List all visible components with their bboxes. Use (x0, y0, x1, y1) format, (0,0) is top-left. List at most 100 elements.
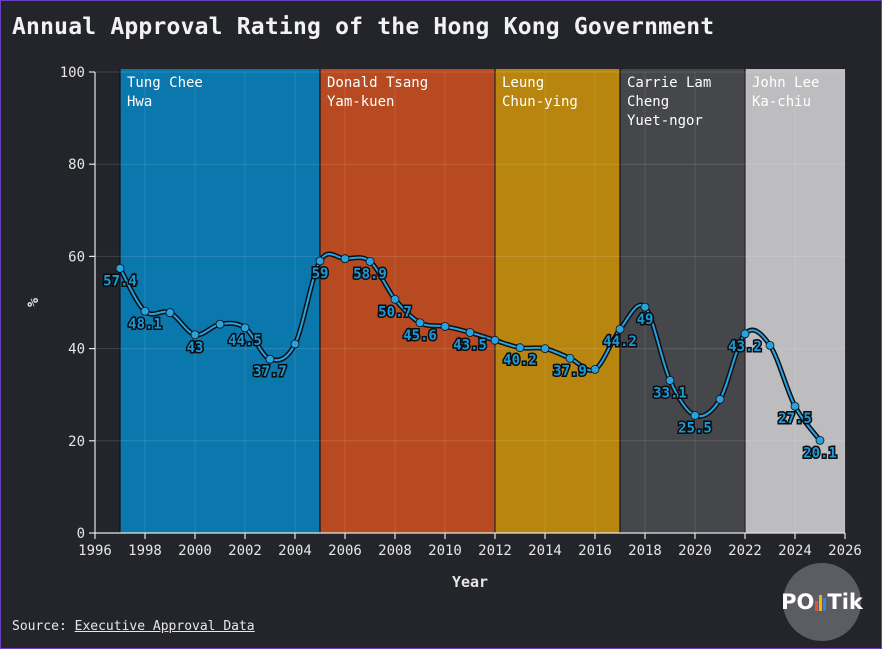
data-label-2025: 20.1 (803, 445, 837, 461)
data-point-2021 (715, 394, 725, 404)
series-points (115, 254, 825, 445)
x-tick-label: 2004 (278, 543, 312, 559)
data-label-2008: 50.7 (378, 304, 412, 320)
term-name-3: Chun-ying (502, 94, 578, 110)
data-point-1997 (115, 263, 125, 273)
data-label-2003: 37.7 (253, 364, 287, 380)
chart-title: Annual Approval Rating of the Hong Kong … (12, 14, 715, 40)
data-point-2023 (765, 340, 775, 350)
data-point-2014 (540, 344, 550, 354)
x-axis-title: Year (452, 573, 488, 591)
source-link[interactable]: Executive Approval Data (74, 619, 255, 634)
source-label: Source: (12, 619, 67, 634)
x-tick-label: 2002 (228, 543, 262, 559)
x-tick-label: 2024 (778, 543, 812, 559)
y-tick-label: 60 (68, 249, 85, 265)
data-point-2008 (390, 294, 400, 304)
data-point-1998 (140, 306, 150, 316)
term-name-1: Hwa (127, 94, 152, 110)
x-tick-label: 2020 (678, 543, 712, 559)
data-point-2011 (465, 328, 475, 337)
x-tick-label: 2010 (428, 543, 462, 559)
term-name-5: Ka-chiu (752, 94, 811, 110)
axes: 0 20 40 60 80 100 1996 1998 2000 2002 2004 2006 2008… (24, 65, 862, 591)
data-point-2002 (240, 323, 250, 333)
term-name-3: Leung (502, 75, 544, 91)
data-point-2024 (790, 401, 800, 411)
term-band-3 (495, 69, 620, 533)
term-name-4: Carrie Lam (627, 75, 711, 91)
data-point-2018 (640, 302, 650, 312)
data-label-2019: 33.1 (653, 385, 687, 401)
term-band-5 (745, 69, 845, 533)
term-bands: Tung Chee Hwa Donald Tsang Yam-kuen Leung Chu… (119, 69, 845, 533)
term-name-2: Donald Tsang (327, 75, 428, 91)
x-tick-label: 2022 (728, 543, 762, 559)
term-band-4 (620, 69, 745, 533)
x-tick-label: 2008 (378, 543, 412, 559)
x-tick-label: 2012 (478, 543, 512, 559)
term-name-5: John Lee (752, 75, 819, 91)
x-tick-label: 2018 (628, 543, 662, 559)
data-point-2019 (665, 376, 675, 385)
data-label-2015: 37.9 (553, 363, 587, 379)
data-point-2005 (315, 256, 325, 266)
data-point-2006 (340, 254, 350, 264)
data-point-2001 (215, 319, 225, 329)
y-tick-label: 0 (77, 526, 85, 542)
x-tick-label: 1996 (78, 543, 112, 559)
data-point-2003 (265, 354, 275, 364)
x-tick-label: 2026 (828, 543, 862, 559)
data-label-2018: 49 (637, 312, 654, 328)
data-label-2007: 58.9 (353, 266, 387, 282)
data-point-2020 (690, 411, 700, 420)
term-band-1 (120, 69, 320, 533)
x-tick-label: 2000 (178, 543, 212, 559)
politik-logo: PO Tik (781, 563, 863, 641)
data-label-2011: 43.5 (453, 337, 487, 353)
data-point-2016 (590, 364, 600, 374)
term-name-4: Yuet-ngor (627, 113, 703, 129)
data-label-2000: 43 (187, 340, 204, 356)
data-label-2017: 44.2 (603, 334, 637, 350)
data-point-2022 (740, 329, 750, 339)
term-name-1: Tung Chee (127, 75, 203, 91)
data-label-2005: 59 (312, 266, 329, 282)
data-point-2015 (565, 353, 575, 363)
data-label-1998: 48.1 (128, 316, 162, 332)
data-point-2000 (190, 330, 200, 340)
data-point-2010 (440, 322, 450, 331)
x-tick-label: 1998 (128, 543, 162, 559)
data-point-2017 (615, 324, 625, 334)
data-point-2009 (415, 318, 425, 328)
x-tick-label: 2016 (578, 543, 612, 559)
y-tick-label: 40 (68, 342, 85, 358)
logo-text-left: PO (781, 590, 815, 614)
data-label-2024: 27.5 (778, 411, 812, 427)
logo-text-right: Tik (827, 590, 863, 614)
y-tick-label: 80 (68, 157, 85, 173)
data-point-2025 (815, 435, 825, 445)
data-point-2012 (490, 335, 500, 345)
term-name-4: Cheng (627, 94, 669, 110)
y-tick-label: 100 (60, 65, 85, 81)
data-point-2004 (290, 339, 300, 349)
data-label-2020: 25.5 (678, 420, 712, 436)
y-tick-label: 20 (68, 434, 85, 450)
logo-bars-icon (815, 593, 827, 611)
data-label-2002: 44.5 (228, 333, 262, 349)
y-axis-title: % (24, 298, 42, 307)
x-tick-label: 2006 (328, 543, 362, 559)
source-note: Source: Executive Approval Data (12, 619, 255, 634)
term-band-2 (320, 69, 495, 533)
data-point-2013 (515, 343, 525, 353)
x-tick-label: 2014 (528, 543, 562, 559)
data-point-2007 (365, 257, 375, 266)
data-point-1999 (165, 308, 175, 318)
data-label-1997: 57.4 (103, 273, 137, 289)
term-name-2: Yam-kuen (327, 94, 394, 110)
data-label-2009: 45.6 (403, 328, 437, 344)
data-label-2022: 43.2 (728, 339, 762, 355)
data-label-2013: 40.2 (503, 353, 537, 369)
